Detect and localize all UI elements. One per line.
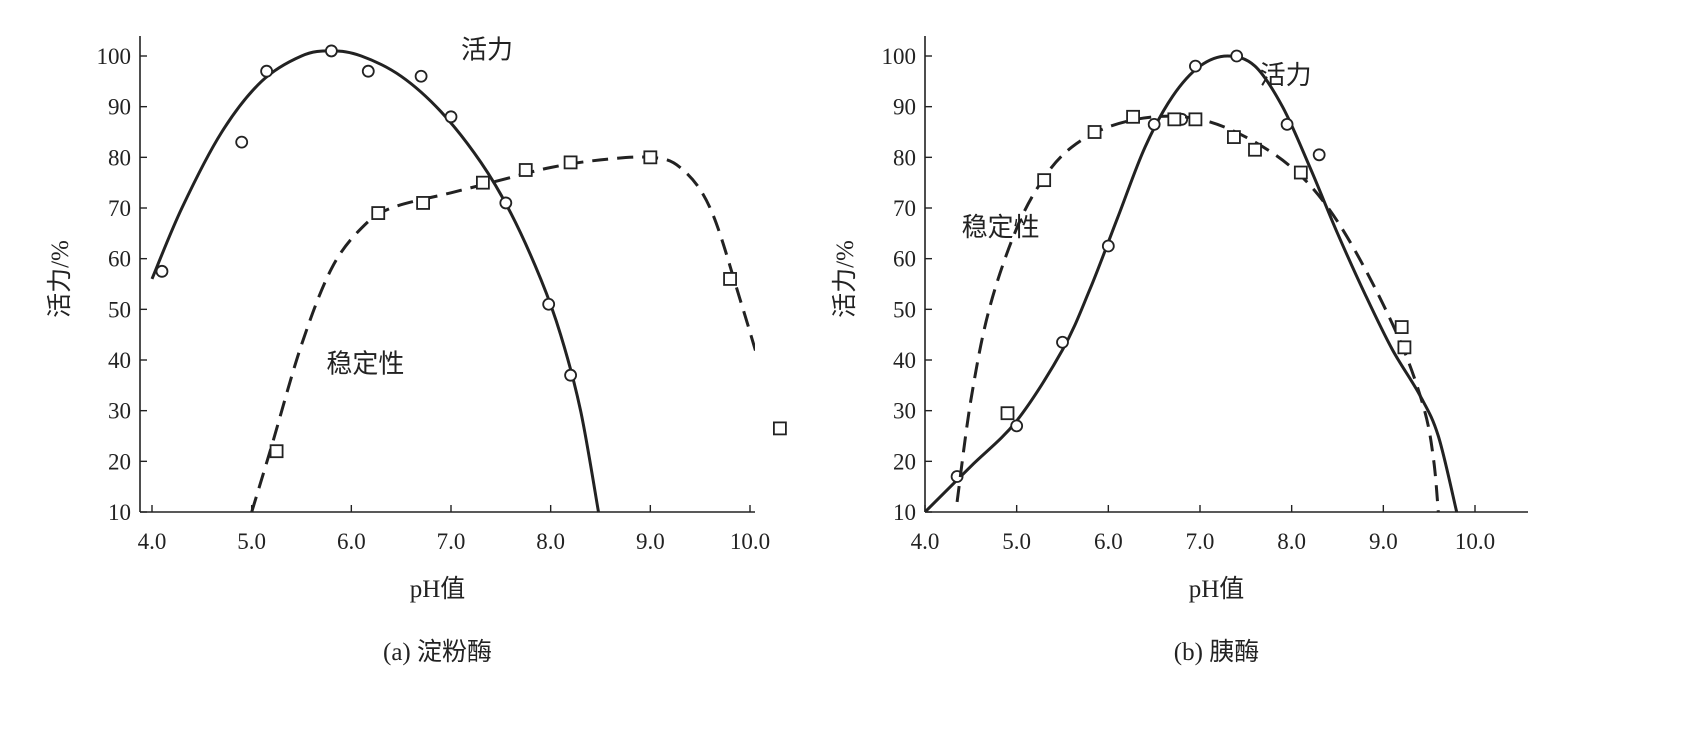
x-tick-label: 10.0 bbox=[1455, 529, 1495, 554]
x-tick-label: 5.0 bbox=[1002, 529, 1031, 554]
stability-point bbox=[1293, 165, 1308, 180]
y-tick-label: 100 bbox=[882, 44, 917, 69]
activity-point bbox=[260, 64, 274, 78]
y-axis-label: 活力/% bbox=[831, 240, 859, 318]
stability-point bbox=[518, 163, 533, 177]
y-tick-label: 50 bbox=[108, 297, 131, 322]
series-annotation: 稳定性 bbox=[326, 350, 404, 379]
series-line-activity bbox=[150, 49, 600, 512]
x-tick-label: 6.0 bbox=[337, 529, 366, 554]
stability-point bbox=[269, 444, 284, 459]
chart-panel-trypsin: 10 20 30 40 50 60 70 80 90 100 4.0 5.0 6.0 7.0 8.0 9.0 1… bbox=[831, 36, 1528, 666]
y-tick-label: 70 bbox=[108, 196, 131, 221]
y-tick-label: 100 bbox=[97, 44, 132, 69]
y-tick-label: 30 bbox=[108, 399, 131, 424]
activity-point bbox=[1280, 118, 1294, 131]
y-tick-label: 70 bbox=[893, 196, 916, 221]
panel-caption: (b) 胰酶 bbox=[1174, 638, 1259, 666]
activity-point bbox=[235, 135, 249, 149]
activity-point bbox=[324, 44, 338, 58]
stability-point bbox=[723, 272, 737, 286]
y-tick-label: 80 bbox=[108, 145, 131, 170]
stability-point bbox=[1397, 340, 1412, 355]
x-tick-label: 4.0 bbox=[911, 529, 940, 554]
stability-point bbox=[1087, 125, 1102, 139]
panel-caption: (a) 淀粉酶 bbox=[383, 638, 492, 666]
stability-point bbox=[643, 150, 658, 165]
series-annotation: 活力 bbox=[1260, 61, 1312, 90]
x-tick-label: 5.0 bbox=[237, 529, 266, 554]
activity-point bbox=[1010, 419, 1024, 433]
activity-point bbox=[444, 110, 458, 124]
activity-point bbox=[542, 297, 556, 311]
activity-point bbox=[499, 196, 513, 210]
stability-point bbox=[416, 196, 430, 210]
x-tick-label: 4.0 bbox=[138, 529, 167, 554]
y-tick-label: 40 bbox=[108, 348, 131, 373]
y-tick-label: 10 bbox=[893, 500, 916, 525]
activity-point bbox=[1056, 335, 1069, 349]
y-tick-label: 30 bbox=[893, 399, 916, 424]
series-annotation: 活力 bbox=[461, 36, 513, 65]
series-line-stability bbox=[250, 155, 755, 512]
chart-panel-amylase: 10 20 30 40 50 60 70 80 90 100 4.0 5.0 6.0 7.0 8.0 9.0 1… bbox=[46, 36, 787, 666]
y-tick-label: 90 bbox=[893, 95, 916, 120]
x-tick-label: 8.0 bbox=[536, 529, 565, 554]
y-tick-label: 40 bbox=[893, 348, 916, 373]
y-axis-label: 活力/% bbox=[46, 240, 74, 318]
stability-point bbox=[371, 206, 386, 220]
activity-point bbox=[1230, 49, 1244, 63]
stability-point bbox=[563, 155, 578, 170]
activity-point bbox=[361, 64, 375, 78]
stability-point bbox=[1000, 406, 1015, 421]
activity-point bbox=[1101, 239, 1115, 253]
activity-point bbox=[564, 368, 577, 382]
x-tick-label: 7.0 bbox=[437, 529, 466, 554]
stability-point bbox=[1037, 173, 1052, 188]
x-tick-label: 8.0 bbox=[1277, 529, 1306, 554]
x-axis-label: pH值 bbox=[410, 575, 466, 603]
x-tick-label: 9.0 bbox=[1369, 529, 1398, 554]
y-tick-label: 60 bbox=[108, 247, 131, 272]
activity-point bbox=[1147, 118, 1161, 131]
series-line-activity bbox=[925, 54, 1459, 512]
stability-point bbox=[1188, 112, 1203, 127]
stability-point bbox=[1167, 112, 1182, 127]
stability-point bbox=[1248, 142, 1262, 157]
series-line-stability bbox=[955, 114, 1440, 512]
stability-point bbox=[475, 175, 490, 190]
x-tick-label: 10.0 bbox=[730, 529, 770, 554]
activity-point bbox=[1189, 59, 1202, 73]
y-tick-label: 60 bbox=[893, 247, 916, 272]
activity-point bbox=[155, 264, 169, 278]
y-tick-label: 20 bbox=[108, 449, 131, 474]
y-tick-label: 20 bbox=[893, 449, 916, 474]
stability-point bbox=[773, 421, 787, 436]
y-tick-label: 90 bbox=[108, 95, 131, 120]
stability-point bbox=[1394, 320, 1409, 334]
y-tick-label: 50 bbox=[893, 297, 916, 322]
activity-point bbox=[414, 69, 428, 83]
x-tick-label: 6.0 bbox=[1094, 529, 1123, 554]
x-tick-label: 7.0 bbox=[1186, 529, 1215, 554]
activity-point bbox=[1312, 148, 1326, 162]
stability-point bbox=[1126, 109, 1140, 124]
x-axis-label: pH值 bbox=[1189, 575, 1245, 603]
x-tick-label: 9.0 bbox=[636, 529, 665, 554]
stability-point bbox=[1227, 130, 1241, 144]
y-tick-label: 80 bbox=[893, 145, 916, 170]
y-tick-label: 10 bbox=[108, 500, 131, 525]
series-annotation: 稳定性 bbox=[962, 213, 1040, 242]
